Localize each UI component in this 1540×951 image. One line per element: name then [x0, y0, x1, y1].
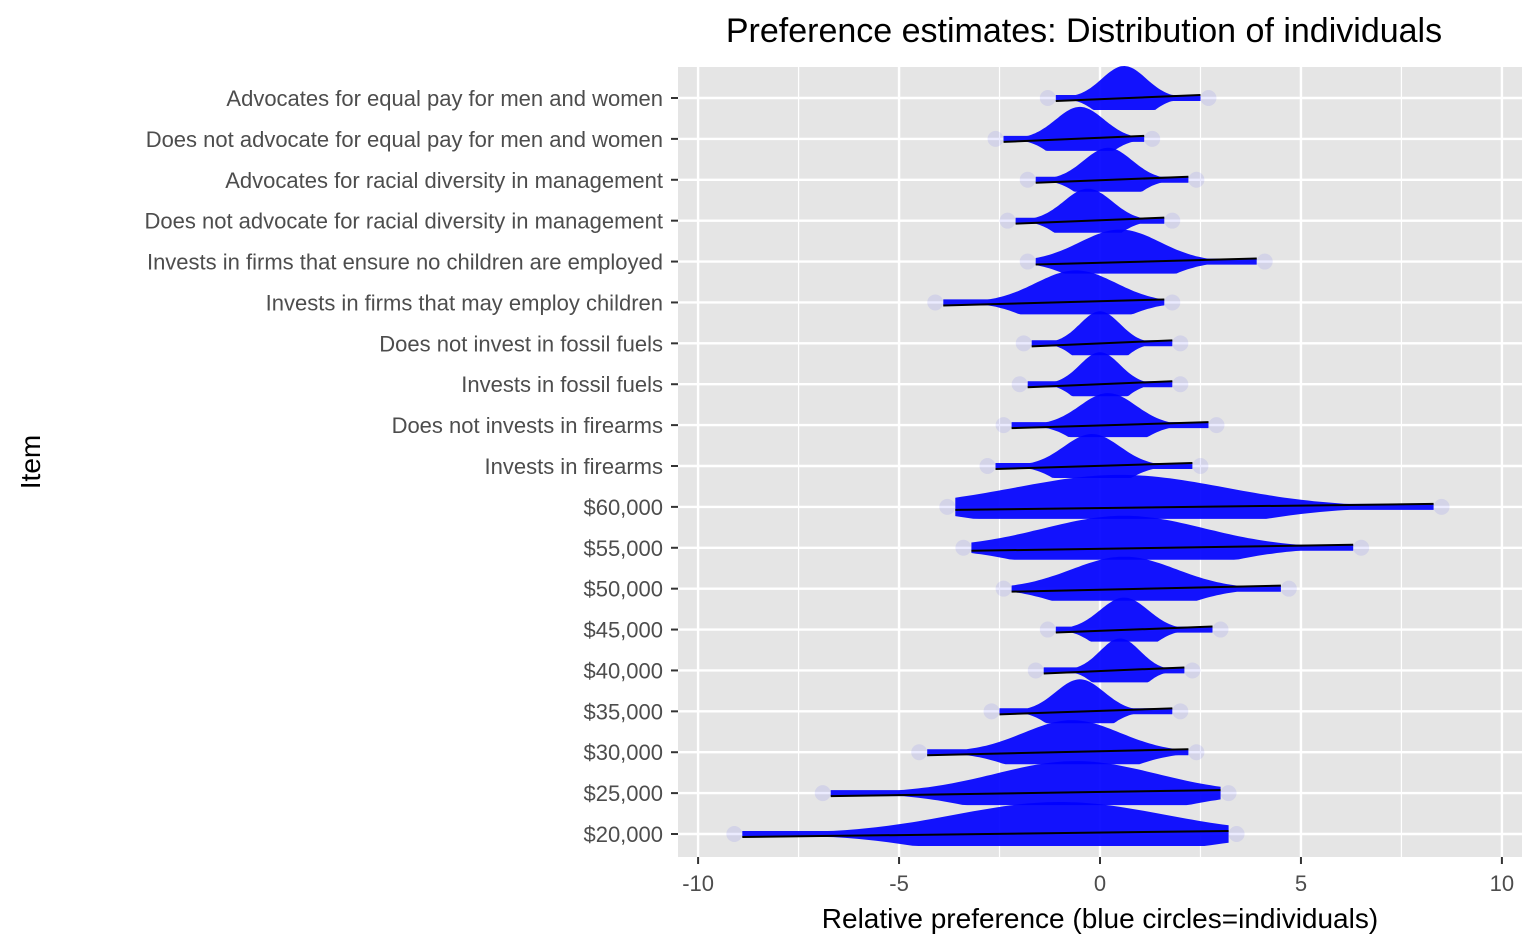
y-tick-label: Invests in firms that ensure no children… [147, 250, 663, 275]
range-line [1011, 584, 1281, 593]
outlier-point [1353, 539, 1370, 556]
grid-minor [797, 67, 1403, 857]
outlier-point [1019, 253, 1036, 270]
y-tick-label: Advocates for racial diversity in manage… [225, 168, 663, 193]
x-tick-label: 10 [1490, 871, 1514, 896]
outlier-point [1188, 171, 1205, 188]
outlier-point [1433, 498, 1450, 515]
y-tick-label: Does not invests in firearms [392, 413, 663, 438]
y-tick-label: $50,000 [583, 577, 663, 602]
y-tick-label: $55,000 [583, 536, 663, 561]
outlier-point [1184, 662, 1201, 679]
y-tick-label: Invests in fossil fuels [461, 372, 663, 397]
y-tick-label: $60,000 [583, 495, 663, 520]
y-axis-title: Item [15, 435, 46, 489]
y-tick-label: $40,000 [583, 658, 663, 683]
y-tick-label: $35,000 [583, 699, 663, 724]
outlier-point [911, 744, 928, 761]
range-line [1035, 257, 1257, 266]
range-line [1027, 380, 1173, 389]
outlier-point [1200, 90, 1217, 106]
outlier-point [814, 785, 831, 802]
y-tick-label: $30,000 [583, 740, 663, 765]
range-line [1055, 94, 1201, 102]
x-axis-title: Relative preference (blue circles=indivi… [822, 903, 1378, 934]
outlier-point [1011, 376, 1028, 393]
y-tick-label: Does not invest in fossil fuels [379, 331, 663, 356]
outlier-point [1039, 621, 1056, 638]
x-axis: -10 -5 0 5 10 [682, 857, 1514, 896]
x-tick-label: -10 [682, 871, 714, 896]
y-tick-label: Does not advocate for equal pay for men … [146, 127, 663, 152]
range-line [943, 298, 1165, 307]
range-line [1031, 339, 1173, 348]
outlier-point [1027, 662, 1044, 679]
outlier-point [987, 130, 1004, 147]
y-tick-label: $25,000 [583, 781, 663, 806]
range-line [1055, 625, 1213, 634]
range-line [1003, 134, 1145, 143]
range-line [955, 502, 1434, 511]
outlier-point [1172, 376, 1189, 393]
outlier-point [1188, 744, 1205, 761]
outlier-point [1256, 253, 1273, 270]
outlier-point [995, 580, 1012, 597]
range-line [1035, 175, 1189, 184]
chart-title: Preference estimates: Distribution of in… [726, 12, 1442, 50]
y-tick-label: Advocates for equal pay for men and wome… [226, 86, 663, 111]
y-tick-label: $45,000 [583, 618, 663, 643]
outlier-point [1208, 417, 1225, 434]
x-tick-label: -5 [889, 871, 909, 896]
y-tick-label: Invests in firms that may employ childre… [266, 290, 663, 315]
range-line [999, 707, 1173, 716]
range-lines [742, 94, 1434, 838]
outlier-point [927, 294, 944, 311]
outlier-point [999, 212, 1016, 229]
y-tick-label: $20,000 [583, 822, 663, 847]
outlier-point [1015, 335, 1032, 352]
y-tick-label: Does not advocate for racial diversity i… [145, 209, 663, 234]
outlier-point [955, 539, 972, 556]
x-tick-label: 0 [1094, 871, 1106, 896]
outlier-point [1039, 90, 1056, 106]
outlier-point [726, 826, 743, 842]
outlier-point [1220, 785, 1237, 802]
outlier-point [995, 417, 1012, 434]
outlier-point [1192, 458, 1209, 474]
outlier-point [983, 703, 1000, 720]
range-line [830, 789, 1221, 798]
outlier-point [1172, 335, 1189, 352]
outlier-point [1019, 171, 1036, 188]
outlier-point [1144, 130, 1161, 147]
range-line [1011, 421, 1209, 430]
range-line [971, 543, 1354, 552]
y-axis: Advocates for equal pay for men and wome… [145, 86, 678, 847]
outlier-point [1172, 703, 1189, 720]
outlier-point [1228, 826, 1245, 842]
outlier-point [1280, 580, 1297, 597]
range-line [927, 748, 1189, 757]
outlier-point [1212, 621, 1229, 638]
outlier-point [1164, 212, 1181, 229]
range-line [1043, 666, 1185, 675]
outlier-point [939, 498, 956, 515]
y-tick-label: Invests in firearms [485, 454, 664, 479]
x-tick-label: 5 [1295, 871, 1307, 896]
range-line [995, 462, 1193, 470]
outlier-point [1164, 294, 1181, 311]
range-line [742, 830, 1229, 838]
range-line [1015, 216, 1165, 225]
outlier-point [979, 458, 996, 474]
